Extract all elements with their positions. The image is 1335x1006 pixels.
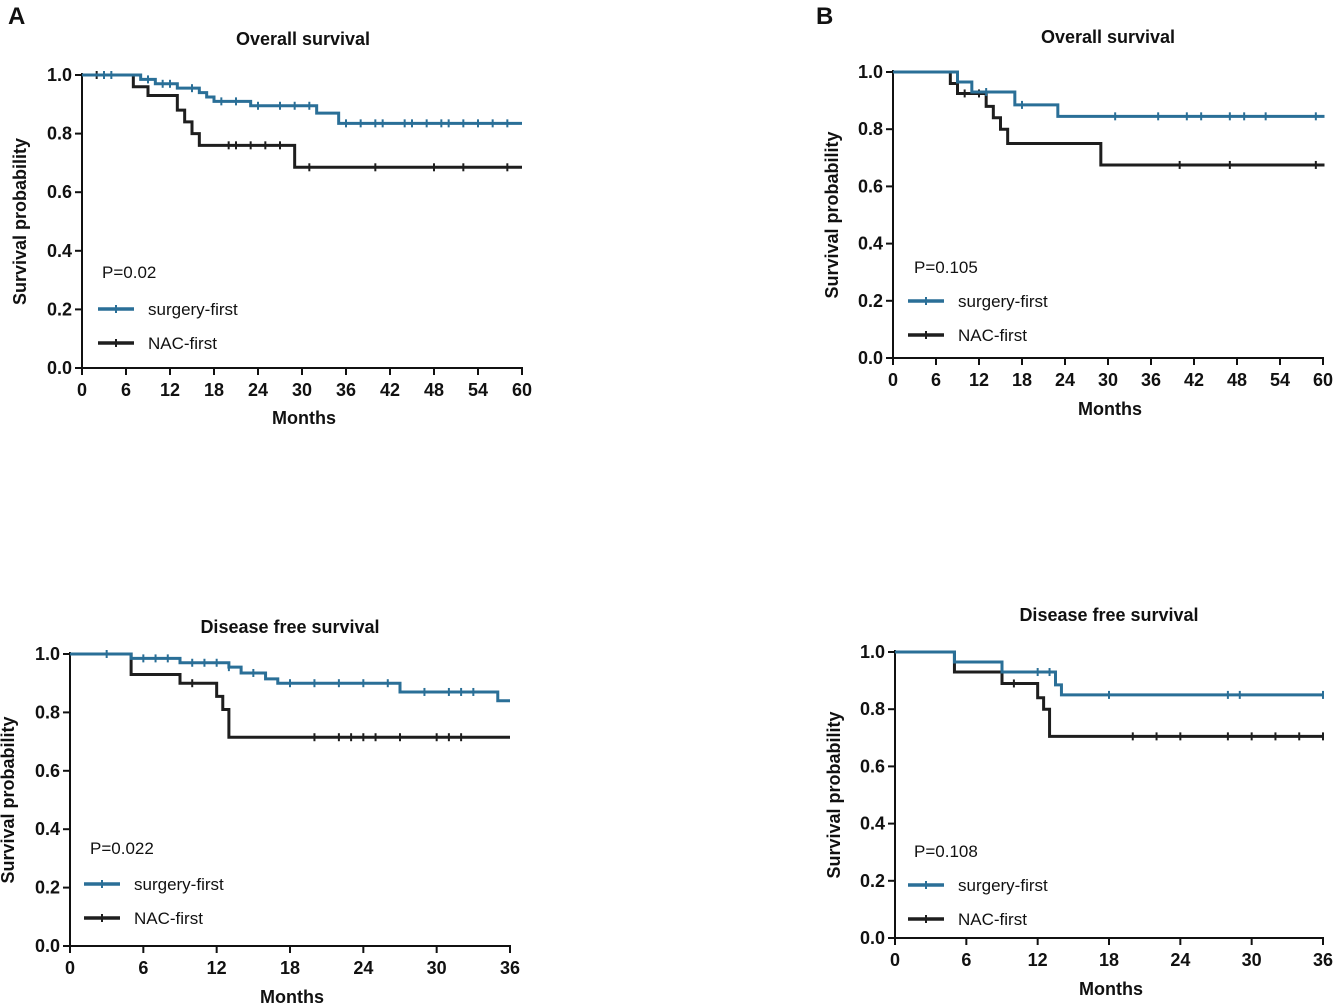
p-value: P=0.105 <box>914 258 978 277</box>
disease-free-survival-chart-b: Disease free survival 0.0 0.2 0.4 0.6 0.8 1.0 0… <box>824 605 1333 999</box>
y-tick-label: 0.4 <box>47 241 72 261</box>
x-tick-label: 24 <box>248 380 268 400</box>
nac-first-curve <box>895 650 1323 738</box>
x-tick-label: 0 <box>888 370 898 390</box>
x-tick-label: 12 <box>207 958 227 978</box>
y-tick-label: 0.2 <box>47 299 72 319</box>
legend-label-surgery-first: surgery-first <box>958 876 1048 895</box>
x-axis-label: Months <box>1078 399 1142 419</box>
x-axis-label: Months <box>1079 979 1143 999</box>
surgery-first-curve <box>893 70 1325 118</box>
y-tick-label: 0.0 <box>35 936 60 956</box>
x-tick-label: 30 <box>427 958 447 978</box>
legend-label-surgery-first: surgery-first <box>148 300 238 319</box>
y-tick-label: 0.2 <box>858 291 883 311</box>
y-tick-label: 0.2 <box>35 878 60 898</box>
overall-survival-chart-b: Overall survival 0.0 0.2 0.4 0.6 0.8 1.0 0 6 12 18… <box>822 27 1333 419</box>
y-tick-label: 1.0 <box>47 65 72 85</box>
x-tick-label: 30 <box>292 380 312 400</box>
legend-label-surgery-first: surgery-first <box>958 292 1048 311</box>
x-tick-label: 30 <box>1242 950 1262 970</box>
x-tick-label: 18 <box>1099 950 1119 970</box>
nac-first-curve <box>82 73 522 169</box>
x-tick-label: 6 <box>121 380 131 400</box>
x-tick-label: 18 <box>280 958 300 978</box>
chart-title: Overall survival <box>1041 27 1175 47</box>
overall-survival-chart-a: Overall survival 0.0 0.2 0.4 0.6 0.8 1.0 0 6 12 18… <box>10 29 532 428</box>
nac-first-curve <box>70 652 510 739</box>
y-tick-label: 0.8 <box>860 699 885 719</box>
p-value: P=0.108 <box>914 842 978 861</box>
x-tick-label: 36 <box>1313 950 1333 970</box>
panel-label-a: A <box>8 3 25 30</box>
p-value: P=0.022 <box>90 839 154 858</box>
x-tick-label: 60 <box>1313 370 1333 390</box>
x-tick-label: 48 <box>1227 370 1247 390</box>
x-tick-label: 0 <box>65 958 75 978</box>
y-tick-label: 0.0 <box>860 928 885 948</box>
x-tick-label: 24 <box>353 958 373 978</box>
legend-label-nac-first: NAC-first <box>134 909 203 928</box>
legend-label-nac-first: NAC-first <box>958 910 1027 929</box>
y-tick-label: 0.2 <box>860 871 885 891</box>
y-axis-label: Survival probability <box>0 716 18 883</box>
y-tick-label: 0.4 <box>35 819 60 839</box>
chart-title: Overall survival <box>236 29 370 49</box>
x-tick-label: 36 <box>336 380 356 400</box>
surgery-first-curve <box>82 73 522 125</box>
x-tick-label: 12 <box>160 380 180 400</box>
y-tick-label: 1.0 <box>858 62 883 82</box>
x-tick-label: 18 <box>204 380 224 400</box>
x-tick-label: 54 <box>1270 370 1290 390</box>
x-tick-label: 0 <box>77 380 87 400</box>
x-tick-label: 24 <box>1055 370 1075 390</box>
x-tick-label: 36 <box>1141 370 1161 390</box>
surgery-first-curve <box>895 650 1323 697</box>
x-tick-label: 48 <box>424 380 444 400</box>
x-tick-label: 42 <box>380 380 400 400</box>
panel-label-b: B <box>816 3 833 30</box>
y-tick-label: 0.8 <box>47 124 72 144</box>
nac-first-curve <box>893 70 1325 167</box>
p-value: P=0.02 <box>102 263 156 282</box>
x-tick-label: 54 <box>468 380 488 400</box>
legend-label-nac-first: NAC-first <box>148 334 217 353</box>
legend-label-nac-first: NAC-first <box>958 326 1027 345</box>
y-tick-label: 0.4 <box>858 234 883 254</box>
x-axis-label: Months <box>260 987 324 1006</box>
x-tick-label: 36 <box>500 958 520 978</box>
x-tick-label: 12 <box>1028 950 1048 970</box>
legend-label-surgery-first: surgery-first <box>134 875 224 894</box>
x-tick-label: 6 <box>961 950 971 970</box>
y-tick-label: 0.8 <box>35 702 60 722</box>
y-tick-label: 0.0 <box>858 348 883 368</box>
x-tick-label: 30 <box>1098 370 1118 390</box>
x-tick-label: 60 <box>512 380 532 400</box>
y-tick-label: 0.6 <box>860 756 885 776</box>
y-tick-label: 0.4 <box>860 814 885 834</box>
y-axis-label: Survival probability <box>10 138 30 305</box>
chart-title: Disease free survival <box>1019 605 1198 625</box>
x-tick-label: 12 <box>969 370 989 390</box>
disease-free-survival-chart-a: Disease free survival 0.0 0.2 0.4 0.6 0.8 1.0 0… <box>0 617 520 1006</box>
y-tick-label: 1.0 <box>860 642 885 662</box>
y-tick-label: 0.0 <box>47 358 72 378</box>
x-tick-label: 6 <box>931 370 941 390</box>
y-tick-label: 0.6 <box>47 182 72 202</box>
y-tick-label: 0.6 <box>35 761 60 781</box>
x-axis-label: Months <box>272 408 336 428</box>
y-tick-label: 1.0 <box>35 644 60 664</box>
x-tick-label: 42 <box>1184 370 1204 390</box>
y-axis-label: Survival probability <box>822 131 842 298</box>
x-tick-label: 6 <box>138 958 148 978</box>
y-tick-label: 0.8 <box>858 119 883 139</box>
x-tick-label: 0 <box>890 950 900 970</box>
y-tick-label: 0.6 <box>858 176 883 196</box>
y-axis-label: Survival probability <box>824 711 844 878</box>
chart-title: Disease free survival <box>200 617 379 637</box>
x-tick-label: 18 <box>1012 370 1032 390</box>
surgery-first-curve <box>70 652 510 703</box>
x-tick-label: 24 <box>1170 950 1190 970</box>
